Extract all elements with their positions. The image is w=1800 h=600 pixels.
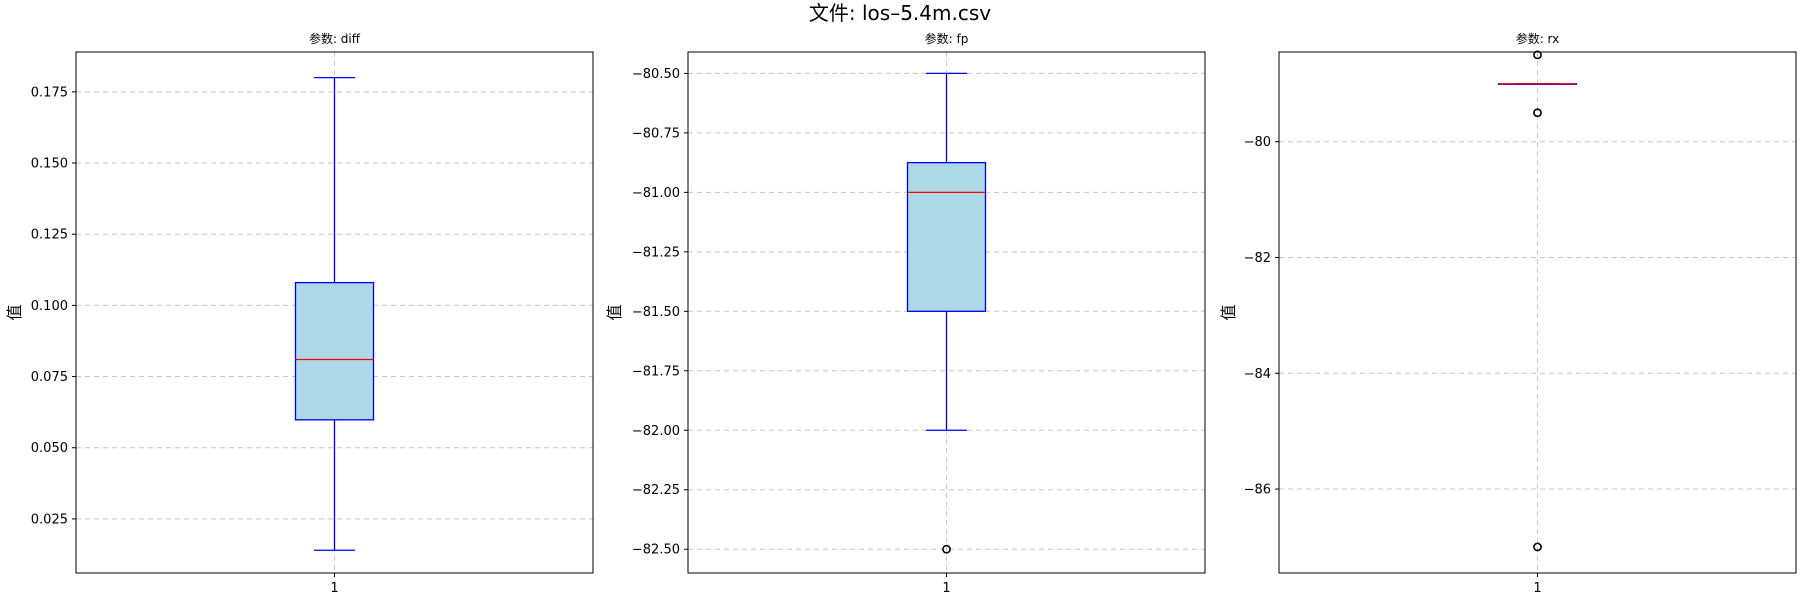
outlier-point xyxy=(942,544,951,554)
outlier-point xyxy=(1533,50,1542,60)
box-iqr xyxy=(906,161,987,312)
y-tick-label: −84 xyxy=(1244,367,1271,382)
y-tick-label: −80.75 xyxy=(632,126,680,141)
y-tick-label: −81.00 xyxy=(632,186,680,201)
outlier-point xyxy=(1533,542,1542,552)
y-tick-label: −80 xyxy=(1244,135,1271,150)
y-tick-label: −80.50 xyxy=(632,67,680,82)
subplot-1: 0.025 0.050 0.075 0.100 0.125 0.150 0.175 1 参数: … xyxy=(5,31,594,596)
y-tick-label: −81.75 xyxy=(632,364,680,379)
y-tick-label: −82.25 xyxy=(632,483,680,498)
y-tick-label: 0.050 xyxy=(31,441,68,456)
y-tick-label: 0.175 xyxy=(31,85,68,100)
figure-title: 文件: los–5.4m.csv xyxy=(809,1,991,25)
y-tick-label: 0.075 xyxy=(31,370,68,385)
subplot-title: 参数: rx xyxy=(1516,31,1560,46)
subplot-title: 参数: fp xyxy=(925,31,969,46)
y-tick-label: −82 xyxy=(1244,251,1271,266)
y-tick-label: −82.00 xyxy=(632,424,680,439)
y-axis-label: 值 xyxy=(5,304,24,320)
y-tick-label: −82.50 xyxy=(632,543,680,558)
x-tick-label: 1 xyxy=(1533,581,1541,596)
y-tick-label: −86 xyxy=(1244,483,1271,498)
y-axis-label: 值 xyxy=(1219,304,1238,320)
y-tick-label: 0.100 xyxy=(31,299,68,314)
x-tick-label: 1 xyxy=(330,581,338,596)
outlier-point xyxy=(1533,108,1542,118)
subplot-2: −80.50 −80.75 −81.00 −81.25 −81.50 −81.75 −82.… xyxy=(605,31,1206,596)
y-tick-label: −81.50 xyxy=(632,305,680,320)
y-tick-label: 0.125 xyxy=(31,228,68,243)
subplot-3: −80 −82 −84 −86 1 参数: rx 值 xyxy=(1219,31,1797,596)
x-tick-label: 1 xyxy=(942,581,950,596)
subplot-title: 参数: diff xyxy=(309,31,361,46)
y-axis-label: 值 xyxy=(605,304,624,320)
y-tick-label: −81.25 xyxy=(632,245,680,260)
y-tick-label: 0.025 xyxy=(31,512,68,527)
y-tick-label: 0.150 xyxy=(31,157,68,172)
box-iqr xyxy=(294,281,375,421)
